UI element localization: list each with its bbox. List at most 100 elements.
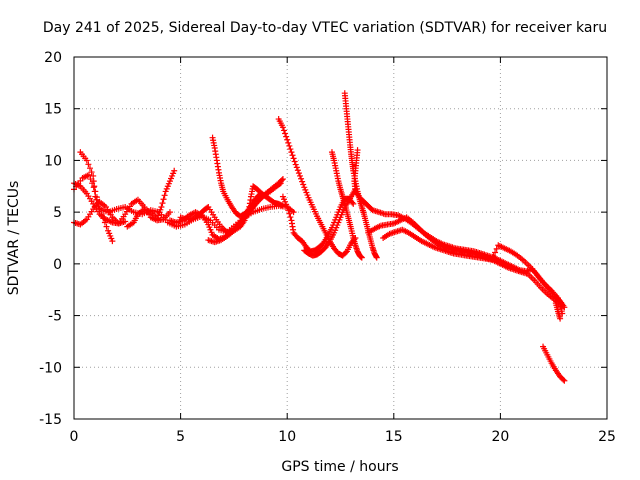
data-point — [92, 193, 99, 200]
y-tick-label: -5 — [48, 309, 62, 325]
data-point — [161, 192, 168, 199]
data-point — [560, 376, 567, 383]
data-point — [90, 178, 97, 185]
data-point — [287, 214, 294, 221]
data-point — [90, 172, 97, 179]
data-point — [258, 190, 265, 197]
series-track-18 — [540, 343, 568, 384]
data-point — [284, 136, 291, 143]
y-tick-label: 15 — [44, 102, 62, 118]
data-points — [71, 90, 568, 384]
data-point — [290, 155, 297, 162]
data-point — [85, 161, 92, 168]
series-track-19 — [552, 300, 564, 322]
data-point — [289, 152, 296, 159]
data-point — [299, 178, 306, 185]
data-point — [278, 177, 285, 184]
data-point — [171, 167, 178, 174]
data-point — [291, 158, 298, 165]
x-tick-label: 0 — [70, 429, 79, 445]
data-point — [166, 209, 173, 216]
data-point — [103, 223, 110, 230]
data-point — [101, 219, 108, 226]
data-point — [285, 207, 292, 214]
data-point — [282, 130, 289, 137]
x-tick-label: 20 — [491, 429, 509, 445]
data-point — [86, 165, 93, 172]
y-tick-label: 20 — [44, 50, 62, 66]
series-track-17 — [380, 226, 568, 311]
data-point — [488, 256, 495, 263]
y-axis-label: SDTVAR / TECUs — [6, 181, 22, 296]
data-point — [296, 172, 303, 179]
data-point — [298, 175, 305, 182]
data-point — [157, 206, 164, 213]
data-point — [95, 202, 102, 209]
data-point — [493, 245, 500, 252]
data-point — [285, 139, 292, 146]
data-point — [288, 149, 295, 156]
chart-title: Day 241 of 2025, Sidereal Day-to-day VTE… — [43, 20, 607, 36]
data-point — [94, 199, 101, 206]
data-point — [561, 377, 568, 384]
data-point — [91, 188, 98, 195]
series-track-09 — [205, 183, 265, 246]
data-point — [91, 183, 98, 190]
data-point — [557, 315, 564, 322]
y-tick-label: -10 — [39, 360, 62, 376]
y-tick-label: 5 — [53, 205, 62, 221]
data-point — [100, 215, 107, 222]
x-axis-label: GPS time / hours — [281, 459, 398, 475]
y-tick-label: 0 — [53, 257, 62, 273]
data-point — [283, 133, 290, 140]
series-track-16 — [365, 214, 566, 317]
data-point — [373, 254, 380, 261]
data-point — [300, 181, 307, 188]
data-point — [281, 127, 288, 134]
data-point — [88, 169, 95, 176]
series-track-05 — [124, 167, 178, 230]
data-point — [85, 171, 92, 178]
data-point — [342, 249, 349, 256]
data-point — [294, 167, 301, 174]
data-point — [109, 238, 116, 245]
data-point — [154, 215, 161, 222]
data-point — [279, 124, 286, 131]
data-point — [286, 210, 293, 217]
data-point — [257, 189, 264, 196]
data-point — [279, 202, 286, 209]
data-point — [358, 254, 365, 261]
data-point — [156, 209, 163, 216]
data-point — [492, 249, 499, 256]
data-point — [83, 157, 90, 164]
data-point — [350, 200, 357, 207]
plot-frame — [73, 56, 608, 420]
series-track-13 — [328, 149, 365, 261]
data-point — [293, 164, 300, 171]
data-point — [287, 146, 294, 153]
data-point — [490, 253, 497, 260]
series-track-10 — [275, 116, 359, 259]
data-point — [155, 212, 162, 219]
series-track-15 — [351, 147, 566, 309]
data-point — [158, 203, 165, 210]
grid-lines — [74, 57, 607, 419]
x-tick-label: 15 — [385, 429, 403, 445]
data-point — [87, 176, 94, 183]
x-tick-label: 10 — [278, 429, 296, 445]
data-point — [292, 161, 299, 168]
data-point — [295, 170, 302, 177]
data-point — [286, 142, 293, 149]
data-point — [561, 304, 568, 311]
x-tick-label: 25 — [598, 429, 616, 445]
data-point — [279, 176, 286, 183]
data-point — [290, 209, 297, 216]
data-point — [284, 203, 291, 210]
data-point — [93, 196, 100, 203]
data-point — [159, 200, 166, 207]
data-point — [160, 196, 167, 203]
y-tick-label: 10 — [44, 153, 62, 169]
series-track-14 — [341, 90, 380, 261]
y-tick-label: -15 — [39, 412, 62, 428]
